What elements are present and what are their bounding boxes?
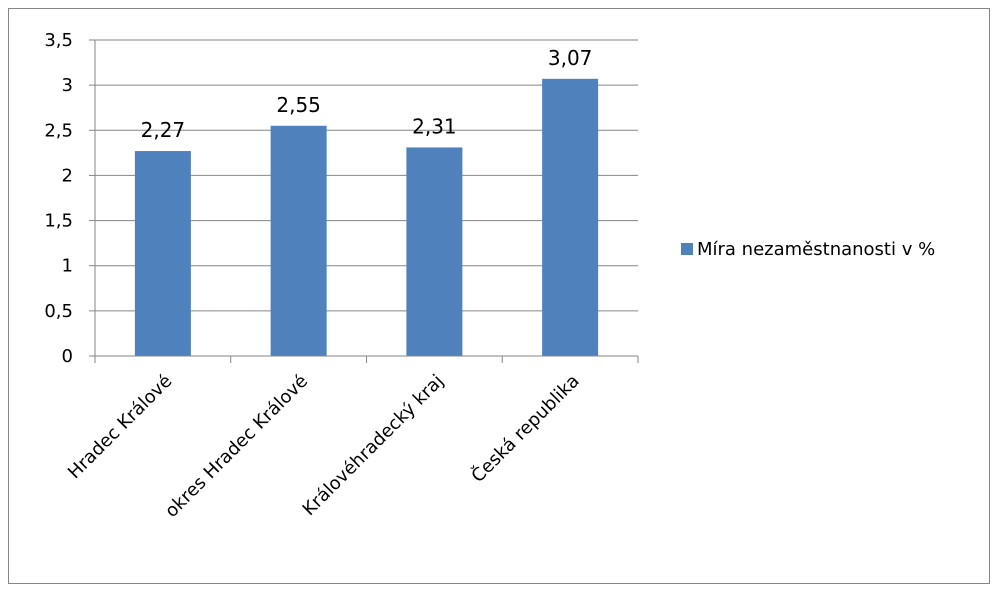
legend: Míra nezaměstnanosti v % [681,239,935,260]
data-label: 3,07 [548,46,593,70]
data-label: 2,31 [412,114,457,138]
legend-label: Míra nezaměstnanosti v % [697,239,935,260]
category-label: Česká republika [467,370,584,487]
y-tick-label: 0 [62,346,73,367]
y-tick-label: 3 [62,75,73,96]
y-tick-label: 1 [62,256,73,277]
bar [134,151,191,356]
data-label: 2,27 [141,118,186,142]
y-axis: 0 0,5 1 1,5 2 2,5 3 3,5 [44,30,96,367]
category-label: Hradec Králové [64,371,176,483]
y-tick-label: 0,5 [44,301,73,322]
bar [270,125,327,357]
y-tick-label: 3,5 [44,30,73,51]
bar [406,147,463,356]
category-label: okres Hradec Králové [161,371,312,522]
y-tick-label: 1,5 [44,211,73,232]
y-tick-label: 2 [62,165,73,186]
category-label: Královéhradecký kraj [299,371,448,520]
data-label: 2,55 [276,93,321,117]
data-labels: 2,27 2,55 2,31 3,07 [141,46,593,142]
bar [542,78,599,356]
bars [134,78,599,357]
y-tick-label: 2,5 [44,120,73,141]
legend-swatch [681,243,693,255]
